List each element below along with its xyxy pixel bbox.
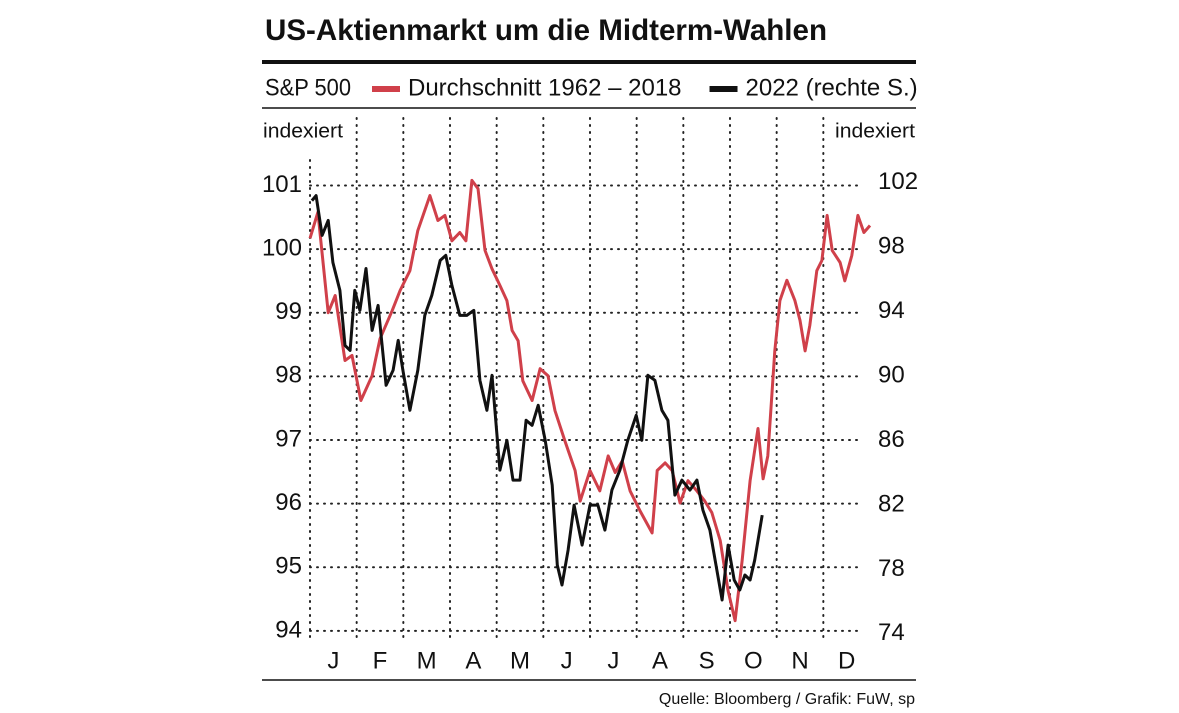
y2-tick-label: 94	[878, 297, 905, 324]
y-tick-label: 97	[275, 425, 302, 452]
x-tick-label: F	[373, 647, 388, 674]
y-axis-label: indexiert	[263, 120, 343, 142]
legend-label: Durchschnitt 1962 – 2018	[408, 74, 682, 101]
title-rule	[262, 60, 916, 64]
x-tick-label: J	[607, 647, 619, 674]
series-line	[308, 178, 872, 623]
legend-label: 2022 (rechte S.)	[746, 74, 918, 101]
y-tick-label: 100	[262, 234, 302, 261]
y2-tick-label: 82	[878, 490, 905, 517]
x-tick-label: M	[510, 647, 530, 674]
y2-tick-label: 102	[878, 168, 918, 195]
y-tick-label: 101	[262, 171, 302, 198]
x-tick-label: A	[652, 647, 668, 674]
x-tick-label: N	[791, 647, 808, 674]
y2-tick-label: 78	[878, 555, 905, 582]
x-tick-label: D	[838, 647, 855, 674]
y2-tick-label: 98	[878, 232, 905, 259]
y-tick-label: 94	[275, 616, 302, 643]
series-line	[310, 194, 764, 602]
x-tick-label: M	[417, 647, 437, 674]
y2-tick-label: 86	[878, 426, 905, 453]
y2-tick-label: 90	[878, 361, 905, 388]
x-tick-label: S	[699, 647, 715, 674]
x-tick-label: A	[465, 647, 481, 674]
x-tick-label: J	[327, 647, 339, 674]
subtitle: S&P 500	[265, 74, 351, 101]
x-tick-label: J	[561, 647, 573, 674]
y2-tick-label: 74	[878, 619, 905, 646]
y-tick-label: 95	[275, 553, 302, 580]
y-tick-label: 96	[275, 489, 302, 516]
source: Quelle: Bloomberg / Grafik: FuW, sp	[659, 691, 915, 708]
y-tick-label: 98	[275, 362, 302, 389]
chart-title: US-Aktienmarkt um die Midterm-Wahlen	[265, 14, 827, 47]
y2-axis-label: indexiert	[835, 120, 915, 142]
y-tick-label: 99	[275, 298, 302, 325]
x-tick-label: O	[744, 647, 763, 674]
